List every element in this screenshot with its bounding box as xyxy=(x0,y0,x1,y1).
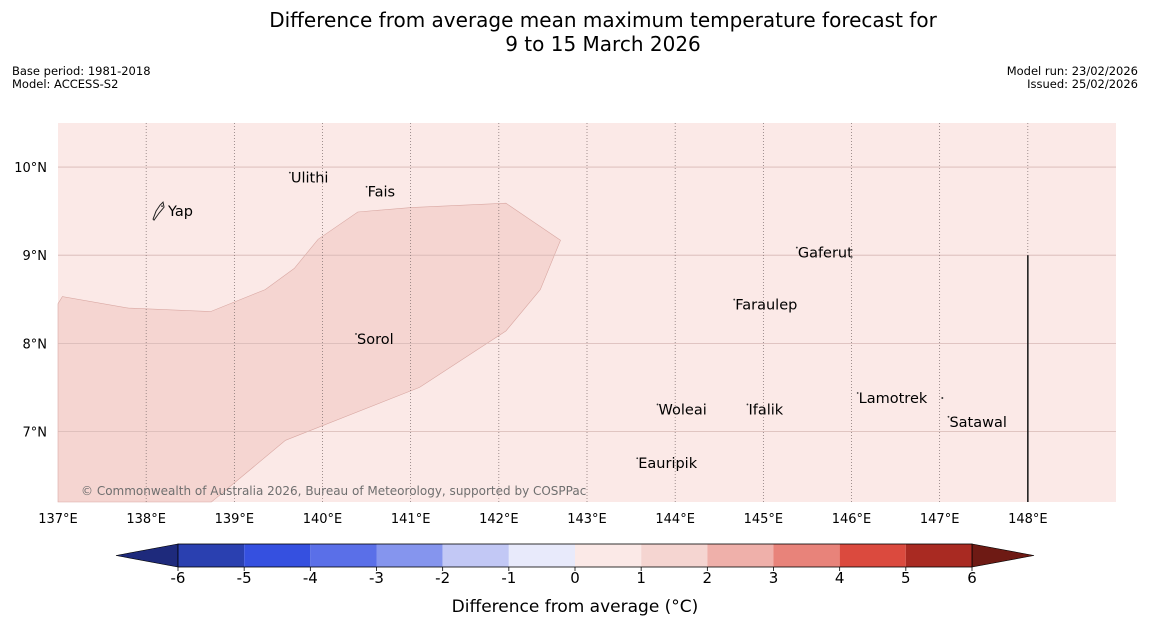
lon-tick-label: 143°E xyxy=(567,512,607,527)
anomaly-band-1-to-2 xyxy=(57,202,561,503)
base-info: Base period: 1981-2018 Model: ACCESS-S2 xyxy=(12,65,151,91)
colorbar-under-triangle xyxy=(115,543,179,568)
lat-tick-label: 9°N xyxy=(23,249,48,264)
island-dot xyxy=(733,298,736,301)
place-label: Woleai xyxy=(659,402,707,418)
place-label: Yap xyxy=(167,204,193,220)
colorbar-bin xyxy=(905,544,972,567)
colorbar-bin xyxy=(508,544,575,567)
colorbar-tick-label: -6 xyxy=(171,569,186,587)
island-dot xyxy=(365,185,368,188)
island-dot xyxy=(746,403,749,406)
colorbar-tick-label: 3 xyxy=(769,569,779,587)
lon-tick-label: 137°E xyxy=(38,512,78,527)
colorbar-bin xyxy=(575,544,642,567)
colorbar-tick-label: 5 xyxy=(901,569,911,587)
island-dot xyxy=(288,171,291,174)
lat-tick-label: 7°N xyxy=(23,425,48,440)
colorbar-bin xyxy=(707,544,774,567)
yap-island-outline xyxy=(152,201,165,221)
lat-tick-label: 8°N xyxy=(23,337,48,352)
lon-tick-label: 139°E xyxy=(215,512,255,527)
model-text: Model: ACCESS-S2 xyxy=(12,77,119,91)
colorbar-bin xyxy=(178,544,245,567)
map-title-line-2: 9 to 15 March 2026 xyxy=(505,32,701,56)
colorbar: -6 -5 -4 -3 -2 -1 0 1 2 3 4 5 6 Difference from avera… xyxy=(115,543,1035,617)
island-dot xyxy=(355,333,357,335)
base-period-text: Base period: 1981-2018 xyxy=(12,64,151,78)
island-dot xyxy=(941,396,944,399)
place-label: Faraulep xyxy=(735,298,797,314)
colorbar-bin xyxy=(244,544,311,567)
colorbar-tick-label: 0 xyxy=(570,569,580,587)
colorbar-tick-label: 4 xyxy=(835,569,845,587)
lon-tick-label: 145°E xyxy=(744,512,784,527)
lon-tick-label: 142°E xyxy=(479,512,519,527)
place-label: Fais xyxy=(368,185,395,201)
map-title-line-1: Difference from average mean maximum tem… xyxy=(269,8,937,32)
lon-tick-label: 138°E xyxy=(126,512,166,527)
island-dot xyxy=(161,205,163,208)
lat-tick-label: 10°N xyxy=(14,161,47,176)
copyright-text: © Commonwealth of Australia 2026, Bureau… xyxy=(81,484,586,498)
colorbar-bin xyxy=(376,544,443,567)
place-label: Lamotrek xyxy=(859,391,928,407)
colorbar-over-triangle xyxy=(971,543,1035,568)
colorbar-tick-label: 1 xyxy=(636,569,646,587)
colorbar-bin xyxy=(773,544,840,567)
island-dot xyxy=(636,457,639,460)
place-label: Eauripik xyxy=(638,456,697,472)
colorbar-bin xyxy=(839,544,906,567)
issued-text: Issued: 25/02/2026 xyxy=(1027,77,1138,91)
lon-tick-label: 147°E xyxy=(920,512,960,527)
run-info: Model run: 23/02/2026 Issued: 25/02/2026 xyxy=(1007,65,1138,91)
colorbar-tick-label: -5 xyxy=(237,569,252,587)
lon-tick-label: 144°E xyxy=(655,512,695,527)
place-label: Satawal xyxy=(949,415,1006,431)
place-label: Gaferut xyxy=(798,246,853,262)
island-dot xyxy=(795,246,798,249)
model-run-text: Model run: 23/02/2026 xyxy=(1006,64,1138,78)
colorbar-title: Difference from average (°C) xyxy=(452,597,699,617)
place-label: Sorol xyxy=(357,332,394,348)
colorbar-bin xyxy=(442,544,509,567)
island-dot xyxy=(947,415,950,418)
colorbar-tick-label: -2 xyxy=(435,569,450,587)
colorbar-bin xyxy=(641,544,708,567)
place-label: Ifalik xyxy=(748,402,783,418)
map-frame: 10°N 9°N 8°N 7°N 137°E 138°E 139°E 140°E 141°E 14… xyxy=(14,123,1116,527)
lon-tick-label: 148°E xyxy=(1008,512,1048,527)
colorbar-tick-label: 2 xyxy=(703,569,713,587)
lon-tick-label: 146°E xyxy=(832,512,872,527)
colorbar-tick-label: 6 xyxy=(967,569,977,587)
lon-tick-label: 140°E xyxy=(303,512,343,527)
lon-tick-label: 141°E xyxy=(391,512,431,527)
colorbar-tick-label: -1 xyxy=(501,569,516,587)
colorbar-tick-label: -3 xyxy=(369,569,384,587)
colorbar-tick-label: -4 xyxy=(303,569,318,587)
colorbar-bin xyxy=(310,544,377,567)
map-title: Difference from average mean maximum tem… xyxy=(0,8,1150,56)
island-dot xyxy=(856,392,859,394)
place-label: Ulithi xyxy=(291,171,329,187)
island-dot xyxy=(656,403,659,406)
